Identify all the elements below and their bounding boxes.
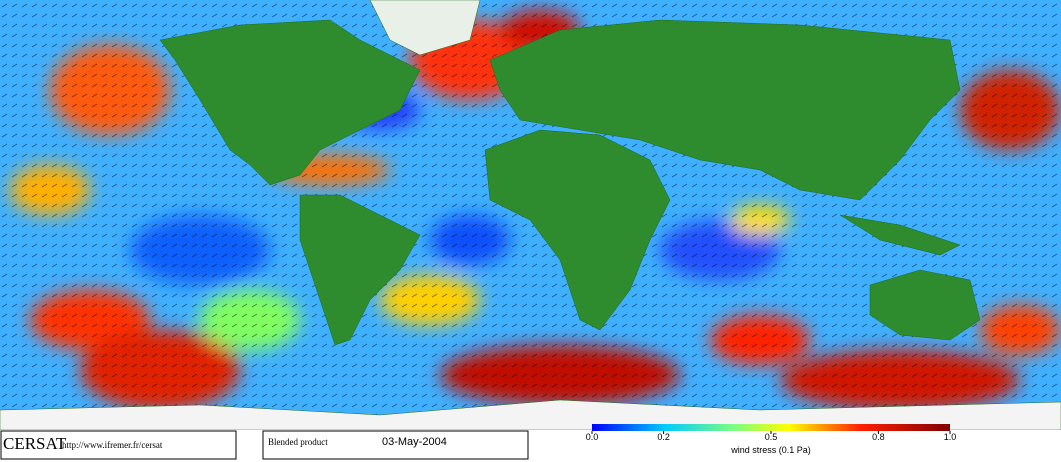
product: Blended product: [268, 437, 328, 447]
colorbar-tick-label: 1.0: [944, 432, 957, 442]
url: http://www.ifremer.fr/cersat: [62, 440, 163, 450]
logo-box: [0, 430, 237, 460]
colorbar-tick-label: 0.2: [657, 432, 670, 442]
product-box: [262, 430, 529, 460]
colorbar-label: wind stress (0.1 Pa): [730, 445, 811, 455]
logo: CERSAT: [3, 434, 67, 453]
colorbar-tick-label: 0.8: [872, 432, 885, 442]
colorbar: [592, 424, 950, 431]
land: [0, 0, 1061, 431]
colorbar-tick-label: 0.0: [586, 432, 599, 442]
date: 03-May-2004: [382, 436, 447, 448]
colorbar-tick-label: 0.5: [765, 432, 778, 442]
